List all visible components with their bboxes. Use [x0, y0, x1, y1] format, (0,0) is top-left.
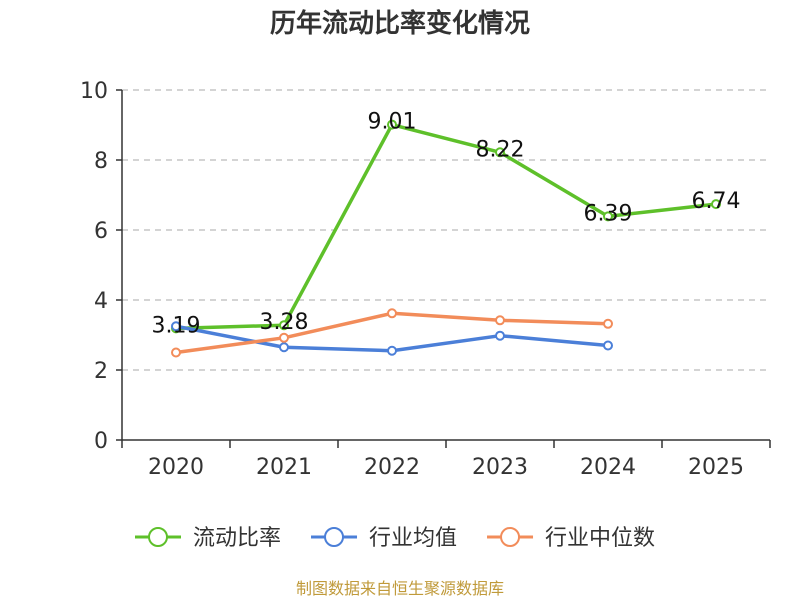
source-note: 制图数据来自恒生聚源数据库	[296, 579, 504, 598]
data-label: 3.28	[260, 310, 309, 335]
series-1	[171, 321, 613, 356]
series-line	[175, 122, 717, 331]
legend-item-0[interactable]: 流动比率	[135, 526, 281, 551]
y-tick-label: 2	[94, 359, 108, 384]
x-tick-label: 2023	[472, 455, 528, 480]
legend-label: 行业中位数	[545, 526, 655, 551]
legend-marker	[148, 527, 168, 547]
x-tick-label: 2020	[148, 455, 204, 480]
legend-item-2[interactable]: 行业中位数	[487, 526, 655, 551]
data-point[interactable]	[171, 347, 181, 358]
x-tick-label: 2022	[364, 455, 420, 480]
gridlines	[122, 89, 770, 371]
data-point[interactable]	[171, 321, 181, 332]
legend-marker	[500, 527, 521, 547]
data-label: 9.01	[368, 110, 417, 135]
data-point[interactable]	[387, 345, 397, 356]
legend-label: 流动比率	[193, 526, 281, 551]
data-point[interactable]	[495, 147, 505, 158]
data-point[interactable]	[603, 340, 613, 351]
y-tick-label: 4	[94, 289, 108, 314]
legend[interactable]: 流动比率 行业均值 行业中位数	[135, 526, 655, 551]
data-label: 8.22	[476, 137, 525, 162]
data-point[interactable]	[279, 342, 289, 353]
series-2	[171, 308, 613, 358]
y-tick-label: 8	[94, 149, 108, 174]
y-tick-label: 0	[94, 429, 108, 454]
data-label: 3.19	[152, 313, 201, 338]
y-tick-label: 10	[80, 79, 108, 104]
data-point[interactable]	[279, 332, 289, 343]
axes: 0 2 4 6 8 10 2020 2021 2022 2023 2024 2025	[80, 79, 771, 480]
data-point[interactable]	[603, 211, 613, 222]
data-point[interactable]	[387, 119, 397, 130]
legend-label: 行业均值	[369, 526, 457, 551]
data-point[interactable]	[711, 199, 721, 210]
data-point[interactable]	[279, 320, 289, 331]
series	[171, 119, 721, 358]
data-label: 6.74	[692, 189, 741, 214]
x-tick-label: 2024	[580, 455, 636, 480]
data-point[interactable]	[495, 315, 505, 326]
chart-title: 历年流动比率变化情况	[270, 8, 530, 39]
x-tick-label: 2021	[256, 455, 312, 480]
legend-marker	[324, 527, 345, 547]
y-tick-label: 6	[94, 219, 108, 244]
data-label: 6.39	[584, 201, 633, 226]
data-point[interactable]	[387, 308, 397, 319]
data-point[interactable]	[603, 318, 613, 329]
legend-item-1[interactable]: 行业均值	[311, 526, 457, 551]
data-point[interactable]	[495, 330, 505, 341]
x-tick-label: 2025	[688, 455, 744, 480]
data-labels: 3.19 3.28 9.01 8.22 6.39 6.74	[152, 110, 741, 339]
